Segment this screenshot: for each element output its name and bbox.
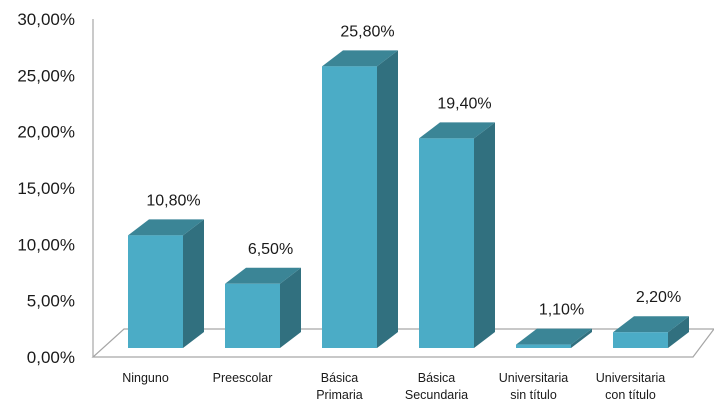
category-label: Universitaria sin título — [499, 371, 569, 401]
category-label: Básica Primaria — [316, 371, 363, 401]
data-label: 10,80% — [146, 192, 200, 209]
y-tick-label: 10,00% — [17, 235, 75, 254]
y-tick-label: 15,00% — [17, 179, 75, 198]
bar — [419, 122, 495, 348]
data-label: 2,20% — [636, 289, 681, 306]
bar-top — [322, 50, 398, 67]
y-axis-ticks: 0,00% 5,00% 10,00% 15,00% 20,00% 25,00% 30,00% — [17, 10, 75, 367]
bar-top — [516, 328, 592, 345]
bar — [225, 267, 301, 348]
y-tick-label: 20,00% — [17, 123, 75, 142]
y-tick-label: 0,00% — [27, 348, 75, 367]
bar-side — [571, 328, 592, 348]
y-tick-label: 5,00% — [27, 292, 75, 311]
category-label: Preescolar — [213, 371, 273, 385]
data-label: 19,40% — [437, 95, 491, 112]
bar-top — [419, 122, 495, 139]
data-label: 6,50% — [248, 241, 293, 258]
category-label: Ninguno — [122, 371, 169, 385]
bar-front — [225, 283, 280, 348]
y-tick-label: 30,00% — [17, 10, 75, 29]
chart-axes — [91, 19, 714, 358]
data-label: 1,10% — [539, 302, 584, 319]
floor-plane — [91, 328, 714, 358]
category-label: Universitaria con título — [596, 371, 666, 401]
bar-front — [419, 138, 474, 348]
bar-top — [128, 219, 204, 236]
bars — [128, 50, 689, 348]
bar-top — [225, 267, 301, 284]
bar-front — [128, 235, 183, 348]
bar-front — [322, 66, 377, 348]
bar-top — [613, 316, 689, 333]
data-label: 25,80% — [340, 23, 394, 40]
bar-side — [183, 219, 204, 348]
bar-side — [668, 316, 689, 348]
y-tick-label: 25,00% — [17, 66, 75, 85]
bar — [128, 219, 204, 348]
bar-front — [516, 344, 571, 348]
category-labels: Ninguno Preescolar Básica Primaria Básica Sec… — [122, 371, 665, 401]
category-label: Básica Secundaria — [405, 371, 468, 401]
bar-side — [474, 122, 495, 348]
bar-side — [280, 267, 301, 348]
bar — [516, 328, 592, 348]
data-labels: 10,80% 6,50% 25,80% 19,40% 1,10% 2,20% — [146, 23, 681, 318]
bar-front — [613, 332, 668, 348]
bar-side — [377, 50, 398, 348]
bar — [322, 50, 398, 348]
bar — [613, 316, 689, 348]
